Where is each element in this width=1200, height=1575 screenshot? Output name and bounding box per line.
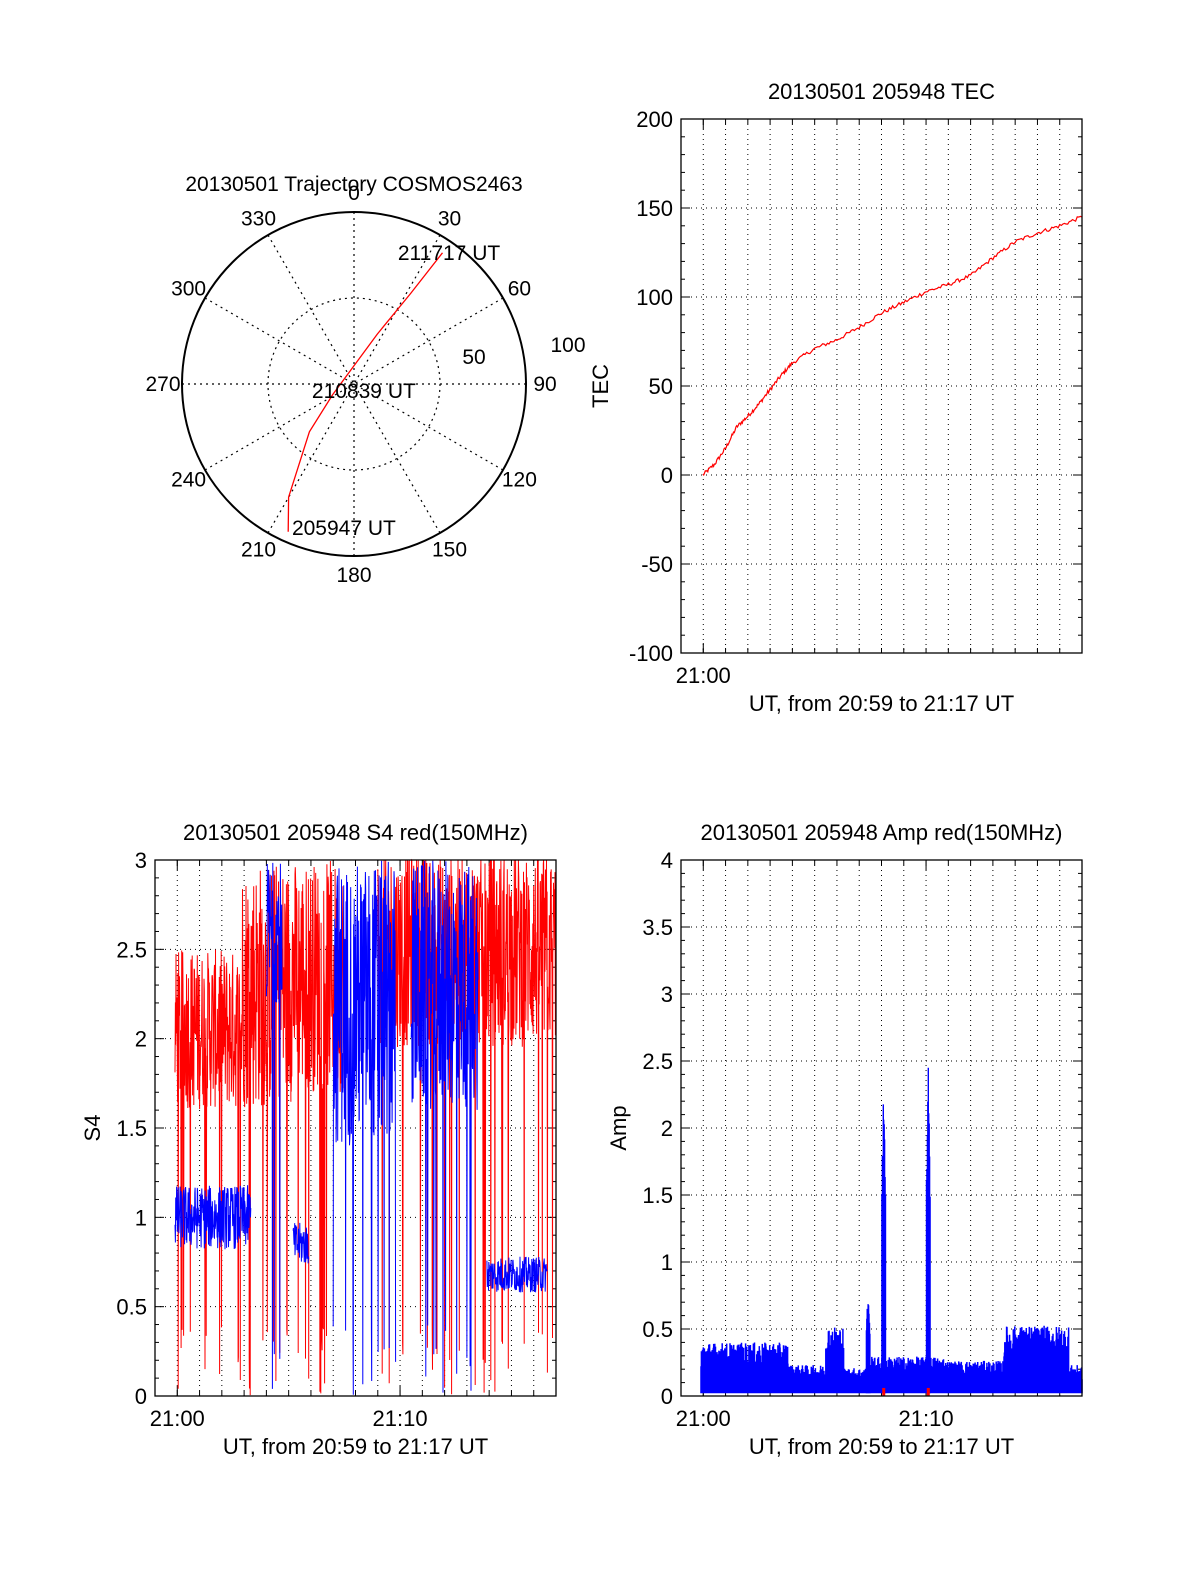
y-tick-label: 3 <box>661 982 673 1007</box>
azimuth-label: 270 <box>145 373 180 396</box>
azimuth-label: 120 <box>502 469 537 492</box>
azimuth-label: 90 <box>533 373 556 396</box>
y-tick-label: 100 <box>636 285 673 310</box>
tec-series-line <box>702 215 1083 476</box>
y-tick-label: 1 <box>661 1250 673 1275</box>
trajectory-time-label: 205947 UT <box>292 517 396 540</box>
y-tick-label: -50 <box>641 552 673 577</box>
y-tick-label: 1.5 <box>116 1116 147 1141</box>
y-tick-label: 3 <box>135 848 147 873</box>
trajectory-track <box>287 252 444 532</box>
x-tick-label: 21:00 <box>676 663 731 688</box>
y-tick-label: 0.5 <box>642 1317 673 1342</box>
azimuth-label: 60 <box>508 278 531 301</box>
amp-series-blue <box>700 1325 1083 1394</box>
x-tick-label: 21:10 <box>373 1406 428 1431</box>
amp-spike <box>865 1304 871 1394</box>
azimuth-label: 240 <box>171 469 206 492</box>
y-tick-label: 150 <box>636 196 673 221</box>
s4-series-red <box>174 858 557 1396</box>
azimuth-label: 30 <box>438 208 461 231</box>
azimuth-label: 150 <box>432 538 467 561</box>
chart-title: 20130501 205948 TEC <box>768 79 995 104</box>
azimuth-label: 300 <box>171 278 206 301</box>
amp-spike <box>925 1067 931 1394</box>
y-tick-label: 50 <box>649 374 673 399</box>
trajectory-time-label: 211717 UT <box>398 242 501 265</box>
chart-title: 20130501 205948 S4 red(150MHz) <box>183 820 528 845</box>
y-tick-label: 1.5 <box>642 1183 673 1208</box>
y-tick-label: 3.5 <box>642 915 673 940</box>
tec-chart: -100 -50 0 50 100 150 200 21:00 20130501 205948 … <box>588 79 1083 716</box>
s4-series-blue <box>174 860 548 1395</box>
y-tick-label: 0.5 <box>116 1295 147 1320</box>
y-tick-label: 4 <box>661 848 673 873</box>
x-axis-label: UT, from 20:59 to 21:17 UT <box>749 691 1014 716</box>
azimuth-label: 180 <box>336 564 371 587</box>
y-tick-label: 2 <box>661 1116 673 1141</box>
y-axis-label: TEC <box>588 364 613 408</box>
plot-frame <box>680 859 1083 1397</box>
azimuth-label: 0 <box>348 182 360 205</box>
elevation-label: 50 <box>462 346 485 369</box>
plot-frame <box>154 859 557 1397</box>
azimuth-label: 210 <box>241 538 276 561</box>
y-axis-label: Amp <box>606 1105 631 1150</box>
amp-spike <box>881 1104 887 1394</box>
y-tick-label: 2 <box>135 1027 147 1052</box>
chart-title: 20130501 205948 Amp red(150MHz) <box>700 820 1062 845</box>
polar-title: 20130501 Trajectory COSMOS2463 <box>185 173 522 196</box>
x-axis-label: UT, from 20:59 to 21:17 UT <box>749 1434 1014 1459</box>
x-tick-label: 21:00 <box>676 1406 731 1431</box>
plot-frame <box>680 118 1083 654</box>
x-tick-label: 21:10 <box>899 1406 954 1431</box>
trajectory-time-label: 210839 UT <box>312 380 416 403</box>
y-axis-label: S4 <box>80 1115 105 1142</box>
y-tick-label: 0 <box>661 463 673 488</box>
x-tick-label: 21:00 <box>150 1406 205 1431</box>
x-axis-label: UT, from 20:59 to 21:17 UT <box>223 1434 488 1459</box>
amp-red-marker <box>882 1387 886 1396</box>
y-tick-label: 1 <box>135 1205 147 1230</box>
amp-chart: 0 0.5 1 1.5 2 2.5 3 3.5 4 21:00 21:10 20130501 2059… <box>606 820 1083 1459</box>
s4-chart: 0 0.5 1 1.5 2 2.5 3 21:00 21:10 20130501 205948 S… <box>80 820 557 1459</box>
y-tick-label: 0 <box>135 1384 147 1409</box>
y-tick-label: 2.5 <box>116 937 147 962</box>
y-tick-label: 0 <box>661 1384 673 1409</box>
azimuth-label: 330 <box>241 208 276 231</box>
elevation-label: 100 <box>550 334 585 357</box>
y-tick-label: 200 <box>636 107 673 132</box>
y-tick-label: -100 <box>629 641 673 666</box>
amp-red-marker <box>926 1387 930 1396</box>
y-tick-label: 2.5 <box>642 1049 673 1074</box>
